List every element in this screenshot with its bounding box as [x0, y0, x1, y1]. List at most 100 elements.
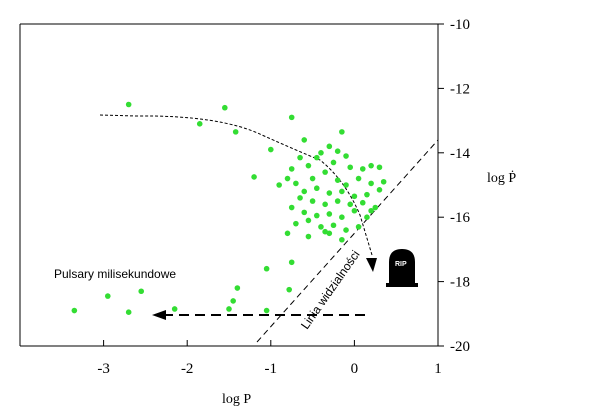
pulsar-point [230, 298, 236, 304]
pulsar-point [222, 104, 228, 111]
pulsar-point [196, 121, 203, 127]
pulsar-point [334, 177, 341, 183]
pulsar-point [263, 307, 270, 314]
pulsar-point [322, 169, 328, 175]
pulsar-point [359, 199, 366, 206]
evolution-arrowhead [152, 310, 166, 320]
pulsar-point [232, 129, 239, 135]
pulsar-point [326, 211, 333, 217]
pulsar-point [125, 309, 132, 315]
pulsar-point [263, 265, 270, 272]
pulsar-point [326, 143, 333, 150]
pulsar-point [171, 306, 178, 312]
data-points [71, 101, 387, 315]
pulsar-point [313, 154, 320, 161]
y-axis-label: log Ṗ [487, 170, 516, 186]
y-ticks: -20 -18 -16 -14 -12 -10 [438, 17, 470, 355]
pulsar-point [355, 175, 362, 182]
y-tick-label: -12 [450, 81, 470, 97]
pulsar-point [376, 164, 383, 171]
pulsar-point [301, 137, 308, 143]
pulsar-point [226, 306, 232, 312]
pulsar-point [339, 214, 345, 220]
x-tick-label: 1 [434, 361, 442, 377]
pulsar-point [313, 212, 320, 219]
pulsar-point [284, 230, 291, 237]
pulsar-point [330, 222, 337, 229]
pulsar-point [288, 166, 295, 172]
pulsar-point [351, 207, 358, 214]
pulsar-point [293, 220, 299, 227]
pulsar-point [368, 162, 374, 169]
curve-arrowhead [366, 258, 377, 272]
y-tick-label: -14 [450, 146, 470, 162]
x-tick-label: -3 [97, 361, 110, 377]
x-tick-label: 0 [351, 361, 359, 377]
pulsar-point [368, 207, 374, 214]
pulsar-point [380, 178, 387, 185]
y-tick-label: -20 [450, 339, 470, 355]
svg-text:RIP: RIP [395, 261, 407, 268]
pulsar-point [330, 159, 337, 166]
pulsar-point [286, 286, 292, 293]
pulsar-point [301, 188, 308, 195]
x-ticks: -3 -2 -1 0 1 [97, 340, 442, 377]
pulsar-point [339, 188, 345, 195]
pulsar-point [309, 198, 316, 204]
x-tick-label: -2 [181, 361, 194, 377]
pulsar-point [326, 190, 333, 196]
pulsar-point [288, 114, 295, 121]
pulsar-point [355, 224, 362, 230]
pulsar-point [359, 166, 366, 172]
pulsar-point [284, 175, 291, 182]
pulsar-point [288, 204, 295, 211]
pulsar-point [138, 288, 145, 295]
pulsar-point [322, 228, 328, 235]
pulsar-point [364, 214, 370, 220]
pulsar-point [334, 148, 341, 154]
pulsar-point [322, 201, 328, 208]
x-tick-label: -1 [265, 361, 278, 377]
pulsar-point [293, 180, 299, 187]
pulsar-point [251, 174, 257, 180]
pulsar-point [343, 227, 349, 233]
pulsar-point [309, 175, 316, 182]
pulsar-point [364, 191, 370, 198]
pulsar-point [297, 154, 303, 161]
pulsar-point [297, 195, 303, 201]
tombstone-icon: RIP [386, 249, 418, 287]
pulsar-point [351, 193, 358, 200]
pulsar-point [343, 153, 349, 159]
pulsar-point [376, 187, 383, 193]
y-tick-label: -10 [450, 17, 470, 33]
pulsar-point [343, 182, 349, 188]
pulsar-point [313, 185, 320, 192]
pulsar-point [305, 162, 312, 169]
pulsar-point [305, 217, 312, 224]
visibility-line-label: Linia widzialności [298, 248, 363, 332]
y-tick-label: -18 [450, 275, 470, 291]
pulsar-point [347, 201, 354, 208]
pulsar-point [339, 129, 345, 135]
x-axis-label: log P [222, 392, 251, 407]
pulsar-point [368, 180, 374, 187]
pulsar-point [301, 209, 308, 216]
pulsar-point [339, 236, 345, 243]
pulsar-point [318, 150, 324, 156]
pulsar-point [276, 182, 282, 188]
pulsar-point [125, 101, 132, 108]
pulsar-point [234, 285, 241, 291]
pulsar-point [268, 146, 274, 153]
millisecond-pulsars-label: Pulsary milisekundowe [54, 267, 176, 281]
pulsar-point [372, 204, 379, 211]
pulsar-point [347, 164, 354, 171]
pulsar-point [288, 259, 295, 266]
pulsar-point [104, 293, 111, 299]
pulsar-point [318, 224, 324, 230]
y-tick-label: -16 [450, 210, 470, 226]
pulsar-point [305, 233, 312, 240]
pulsar-point [71, 307, 78, 314]
pulsar-point [334, 198, 341, 204]
visibility-line [256, 139, 439, 343]
